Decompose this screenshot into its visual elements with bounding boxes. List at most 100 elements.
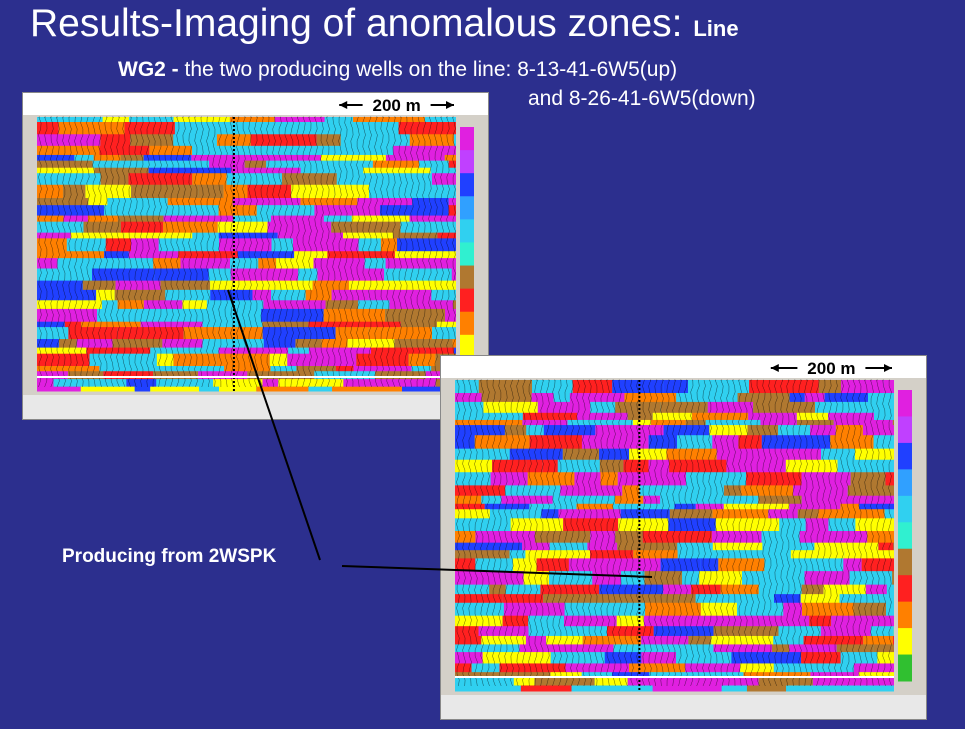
seismic-cell — [432, 327, 456, 340]
seismic-cell — [37, 339, 59, 349]
seismic-cell — [183, 327, 217, 340]
seismic-cell — [676, 652, 732, 664]
seismic-cell — [295, 339, 322, 349]
seismic-panel: 200 m — [22, 92, 489, 420]
seismic-cell — [776, 448, 822, 461]
seismic-cell — [455, 626, 479, 637]
seismic-cell — [587, 542, 618, 551]
seismic-cell — [312, 145, 361, 156]
color-key — [898, 654, 912, 682]
seismic-cell — [143, 280, 161, 291]
seismic-cell — [558, 509, 621, 519]
seismic-cell — [192, 145, 259, 156]
seismic-cell — [643, 495, 661, 505]
seismic-cell — [455, 635, 482, 645]
seismic-cell — [252, 289, 272, 301]
seismic-cell — [165, 289, 211, 301]
seismic-cell — [475, 530, 535, 544]
color-key — [898, 416, 912, 444]
seismic-cell — [537, 401, 591, 414]
seismic-cell — [840, 503, 860, 510]
seismic-cell — [153, 371, 199, 380]
seismic-cell — [67, 371, 104, 380]
seismic-cell — [598, 448, 630, 461]
color-key — [460, 150, 474, 174]
seismic-cell — [217, 221, 268, 234]
seismic-cell — [120, 154, 144, 162]
seismic-cell — [815, 663, 838, 673]
seismic-cell — [218, 347, 289, 355]
seismic-cell — [873, 435, 894, 450]
seismic-cell — [652, 685, 722, 692]
seismic-cell — [685, 663, 741, 673]
seismic-cell — [216, 353, 270, 367]
seismic-cell — [358, 300, 390, 310]
color-key — [898, 495, 912, 523]
seismic-cell — [542, 459, 558, 473]
seismic-cell — [104, 251, 129, 259]
seismic-cell — [885, 472, 894, 486]
seismic-cell — [237, 251, 295, 259]
seismic-cell — [174, 122, 241, 135]
subtitle: WG2 - the two producing wells on the lin… — [118, 58, 677, 82]
seismic-cell — [124, 232, 193, 239]
seismic-cell — [886, 602, 894, 617]
seismic-cell — [455, 685, 521, 692]
seismic-cell — [883, 380, 894, 394]
seismic-cell — [723, 503, 790, 510]
seismic-cell — [455, 602, 504, 617]
color-key — [898, 442, 912, 470]
seismic-cell — [455, 448, 510, 461]
seismic-cell — [66, 238, 106, 252]
seismic-cell — [740, 663, 774, 673]
seismic-cell — [375, 371, 426, 380]
seismic-cell — [379, 205, 449, 217]
seismic-cell — [729, 644, 773, 653]
seismic-cell — [873, 412, 894, 421]
seismic-cell — [695, 594, 736, 604]
seismic-cell — [529, 435, 582, 450]
seismic-cell — [858, 672, 894, 679]
seismic-cell — [163, 221, 218, 234]
seismic-cell — [156, 379, 214, 388]
seismic-cell — [743, 672, 765, 679]
seismic-cell — [833, 419, 893, 426]
seismic-cell — [105, 238, 132, 252]
seismic-cell — [623, 459, 649, 473]
seismic-cell — [206, 308, 262, 323]
seismic-cell — [37, 122, 59, 135]
title-suffix: Line — [693, 16, 739, 41]
seismic-cell — [313, 258, 365, 270]
seismic-cell — [266, 160, 282, 169]
seismic-cell — [510, 518, 564, 532]
seismic-cell — [117, 215, 164, 223]
seismic-cell — [82, 280, 116, 291]
seismic-cell — [663, 380, 689, 394]
seismic-cell — [401, 386, 456, 392]
seismic-cell — [455, 518, 511, 532]
subtitle-lead: WG2 - — [118, 58, 179, 81]
seismic-cell — [663, 584, 692, 595]
seismic-cell — [256, 205, 315, 217]
seismic-cell — [145, 160, 210, 169]
seismic-cell — [336, 173, 363, 186]
seismic-cell — [738, 550, 791, 559]
seismic-cell — [37, 232, 71, 239]
seismic-cell — [557, 459, 600, 473]
seismic-cell — [546, 644, 614, 653]
seismic-cell — [757, 615, 810, 627]
seismic-cell — [552, 495, 599, 505]
seismic-cell — [509, 550, 526, 559]
seismic-cell — [37, 154, 75, 162]
pointer-line — [341, 565, 653, 578]
seismic-cell — [198, 134, 217, 147]
seismic-cell — [394, 251, 443, 259]
subtitle-line: the two producing wells on the line: 8-1… — [184, 58, 678, 81]
seismic-cell — [173, 134, 199, 147]
color-key — [898, 522, 912, 550]
seismic-cell — [709, 425, 748, 436]
seismic-cell — [88, 198, 108, 206]
color-key — [898, 575, 912, 603]
seismic-cell — [550, 652, 605, 664]
seismic-cell — [168, 366, 225, 372]
